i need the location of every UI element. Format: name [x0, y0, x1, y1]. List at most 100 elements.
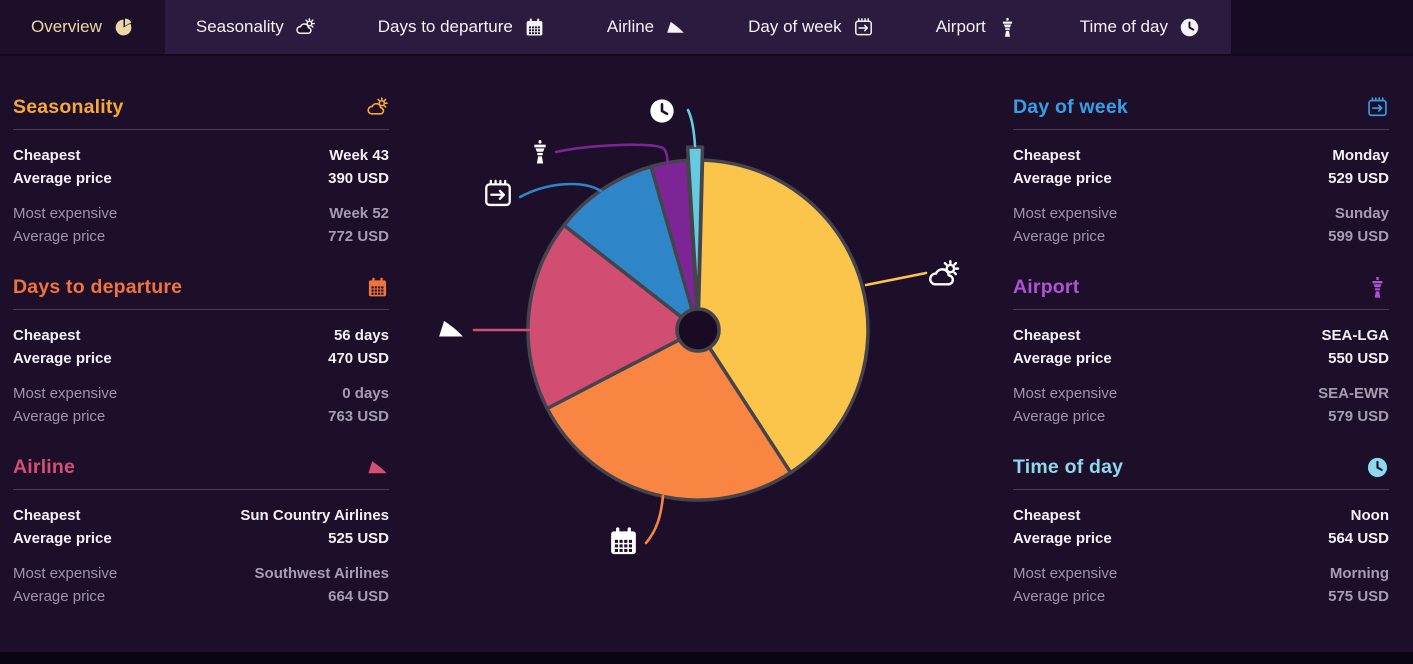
pie-callout-calendar-icon [607, 525, 640, 558]
tab-overview[interactable]: Overview [0, 0, 165, 54]
sun-cloud-icon [366, 96, 389, 119]
most-expensive-value: Week 52 [329, 205, 389, 222]
average-price-label: Average price [1013, 529, 1112, 547]
cheapest-label: Cheapest [13, 147, 81, 164]
most-expensive-label: Most expensive [13, 385, 118, 402]
most-expensive-price: 763 USD [328, 407, 389, 425]
average-price-label: Average price [1013, 407, 1106, 425]
calendar-icon [366, 276, 389, 299]
panel-seasonality: Seasonality Cheapest Average price Week 4… [13, 96, 389, 276]
tab-seasonality[interactable]: Seasonality [165, 0, 347, 54]
cheapest-value: 56 days [333, 327, 389, 344]
pie-callout-line-day-of-week [518, 182, 603, 199]
clock-icon [1366, 456, 1389, 479]
most-expensive-value: SEA-EWR [1318, 385, 1389, 402]
panel-airport-title: Airport [1013, 276, 1080, 298]
panel-day-of-week: Day of week Cheapest Average price Monday… [1013, 96, 1389, 276]
average-price-label: Average price [13, 227, 106, 245]
divider [1013, 489, 1389, 490]
clock-icon [1179, 17, 1200, 38]
pie-callout-line-time-of-day [686, 108, 697, 148]
most-expensive-value: Sunday [1334, 205, 1389, 222]
panel-days-to-departure: Days to departure Cheapest Average price … [13, 276, 389, 456]
average-price-label: Average price [13, 349, 112, 367]
pie-slice-day-of-week[interactable] [562, 164, 700, 332]
tab-airline-label: Airline [606, 17, 655, 36]
pie-callout-line-seasonality [864, 271, 928, 287]
tab-seasonality-label: Seasonality [195, 17, 284, 36]
pie-callout-calendar-arrow-icon [482, 178, 514, 210]
most-expensive-label: Most expensive [1013, 385, 1118, 402]
pie-center-hole [675, 307, 721, 353]
average-price-label: Average price [1013, 227, 1106, 245]
bottom-strip [0, 652, 1413, 664]
pie-callout-line-airport [554, 143, 669, 168]
panel-airport: Airport Cheapest Average price SEA-LGA 550… [1013, 276, 1389, 456]
average-price-label: Average price [13, 587, 106, 605]
tab-time-of-day-label: Time of day [1079, 17, 1168, 36]
tab-day-of-week-label: Day of week [748, 17, 842, 36]
cheapest-price: 390 USD [328, 169, 389, 187]
panel-airline: Airline Cheapest Average price Sun Countr… [13, 456, 389, 636]
pie-callout-line-days-to-departure [644, 494, 665, 545]
divider [13, 129, 389, 130]
pie-chart-icon [113, 17, 134, 38]
pie-callout-control-tower-icon [527, 139, 553, 165]
panel-days-to-departure-title: Days to departure [13, 276, 183, 298]
calendar-arrow-icon [853, 17, 874, 38]
pie-callout-clock-icon [648, 97, 676, 125]
top-tab-bar: Overview Seasonality Days to departure A… [0, 0, 1413, 54]
calendar-icon [524, 17, 545, 38]
control-tower-icon [1366, 276, 1389, 299]
panel-airline-title: Airline [13, 456, 76, 478]
tab-airport[interactable]: Airport [905, 0, 1049, 54]
cheapest-value: Monday [1332, 147, 1389, 164]
nav-spacer [1230, 0, 1413, 54]
most-expensive-label: Most expensive [1013, 565, 1118, 582]
overview-dashboard: Seasonality Cheapest Average price Week 4… [0, 54, 1413, 652]
cheapest-price: 470 USD [328, 349, 389, 367]
tab-airline[interactable]: Airline [576, 0, 717, 54]
tab-overview-label: Overview [31, 17, 102, 36]
plane-tail-icon [366, 456, 389, 479]
cheapest-label: Cheapest [1013, 327, 1081, 344]
tab-time-of-day[interactable]: Time of day [1049, 0, 1231, 54]
cheapest-value: Noon [1350, 507, 1389, 524]
plane-tail-icon [665, 17, 686, 38]
panel-time-of-day-title: Time of day [1013, 456, 1124, 478]
average-price-label: Average price [13, 529, 112, 547]
cheapest-label: Cheapest [1013, 507, 1081, 524]
control-tower-icon [997, 17, 1018, 38]
most-expensive-price: 664 USD [328, 587, 389, 605]
most-expensive-value: Southwest Airlines [254, 565, 389, 582]
divider [1013, 129, 1389, 130]
calendar-arrow-icon [1366, 96, 1389, 119]
average-price-label: Average price [1013, 587, 1106, 605]
pie-slice-airline[interactable] [526, 223, 700, 411]
average-price-label: Average price [13, 169, 112, 187]
average-price-label: Average price [1013, 169, 1112, 187]
most-expensive-price: 772 USD [328, 227, 389, 245]
most-expensive-price: 575 USD [1328, 587, 1389, 605]
cheapest-price: 564 USD [1328, 529, 1389, 547]
cheapest-value: Sun Country Airlines [240, 507, 389, 524]
cheapest-value: SEA-LGA [1321, 327, 1390, 344]
most-expensive-price: 599 USD [1328, 227, 1389, 245]
most-expensive-label: Most expensive [13, 565, 118, 582]
most-expensive-label: Most expensive [1013, 205, 1118, 222]
right-column: Day of week Cheapest Average price Monday… [1013, 96, 1389, 636]
tab-days-to-departure[interactable]: Days to departure [347, 0, 576, 54]
tab-day-of-week[interactable]: Day of week [717, 0, 905, 54]
price-factors-pie-chart [472, 108, 928, 545]
cheapest-label: Cheapest [13, 327, 81, 344]
cheapest-label: Cheapest [13, 507, 81, 524]
sun-cloud-icon [295, 17, 316, 38]
most-expensive-price: 579 USD [1328, 407, 1389, 425]
cheapest-price: 525 USD [328, 529, 389, 547]
pie-callout-sun-cloud-icon [927, 258, 961, 292]
pie-slice-days-to-departure[interactable] [545, 328, 793, 502]
most-expensive-value: Morning [1329, 565, 1389, 582]
left-column: Seasonality Cheapest Average price Week 4… [13, 96, 389, 636]
divider [13, 489, 389, 490]
average-price-label: Average price [13, 407, 106, 425]
